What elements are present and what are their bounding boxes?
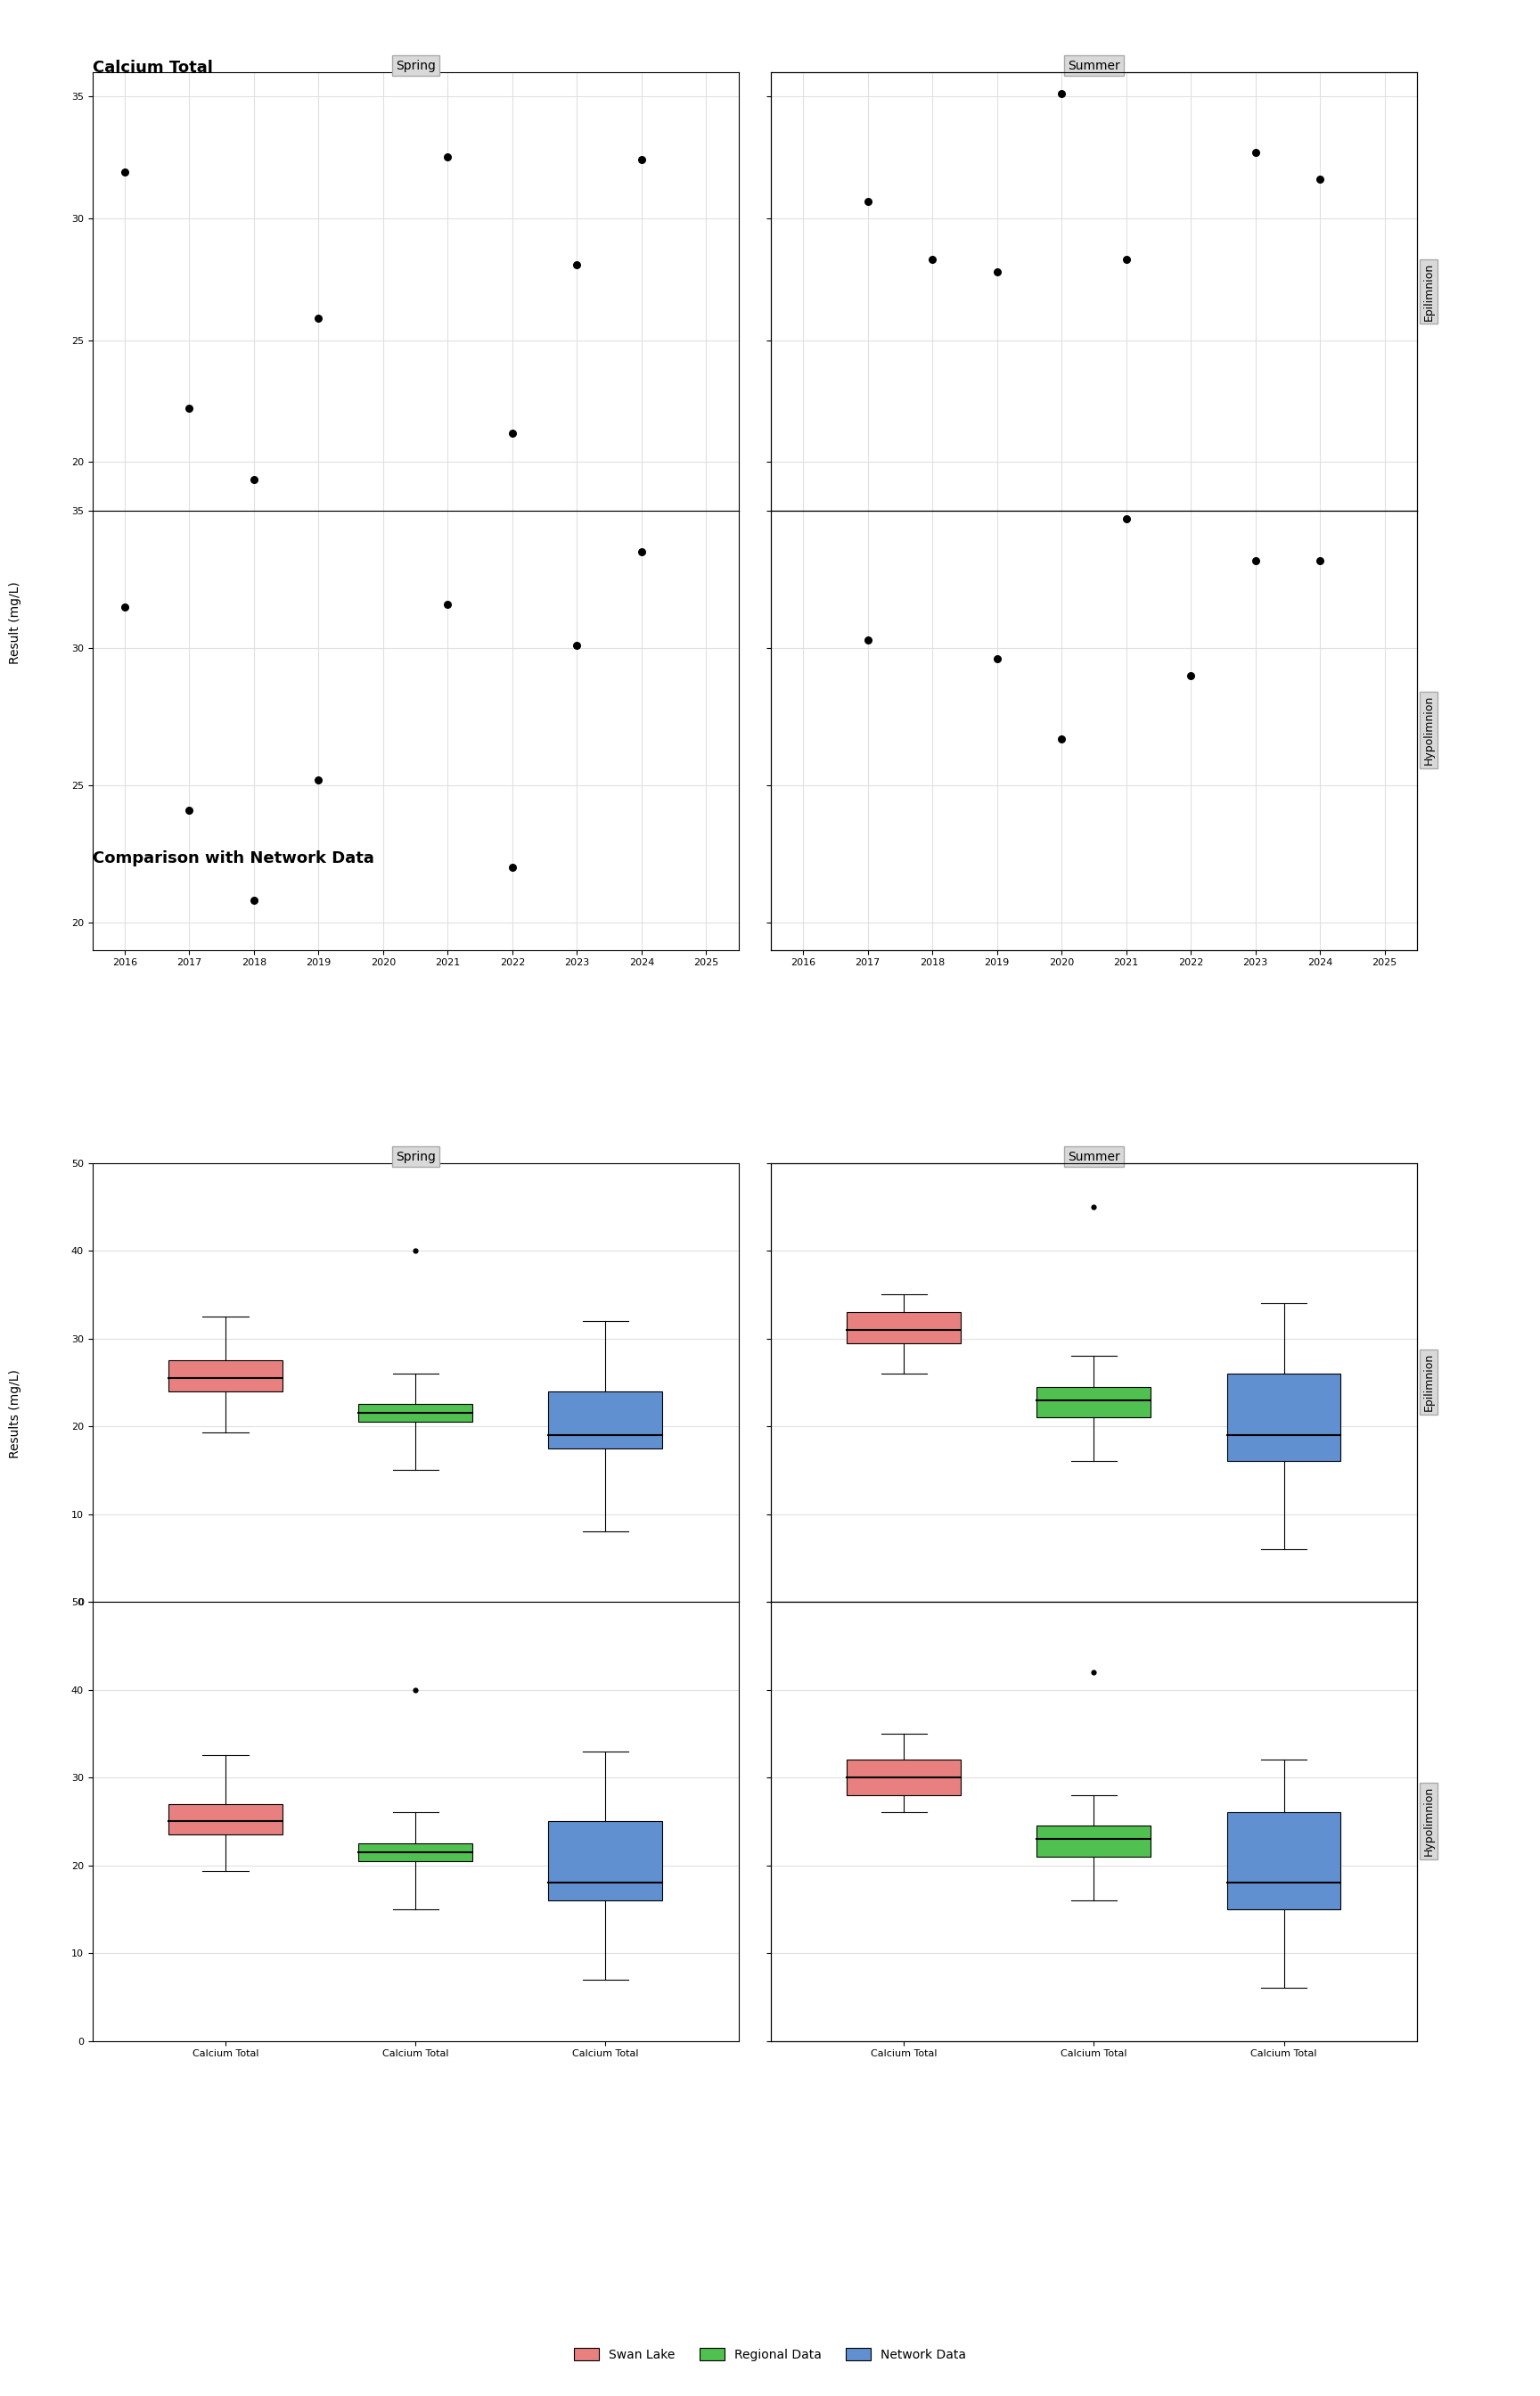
Bar — [548, 1821, 662, 1900]
Title: Summer: Summer — [1067, 1150, 1120, 1162]
Y-axis label: Hypolimnion: Hypolimnion — [1423, 1787, 1435, 1857]
Bar — [847, 1313, 961, 1342]
Point — [403, 1232, 428, 1270]
Point — [630, 141, 654, 180]
Text: Calcium Total: Calcium Total — [92, 60, 213, 77]
Title: Spring: Spring — [396, 60, 436, 72]
Point — [501, 848, 525, 887]
Point — [1243, 541, 1267, 580]
Point — [1307, 541, 1332, 580]
Point — [501, 415, 525, 453]
Point — [855, 621, 879, 659]
Bar — [1036, 1387, 1150, 1418]
Text: Comparison with Network Data: Comparison with Network Data — [92, 851, 374, 867]
Point — [984, 252, 1009, 290]
Point — [112, 587, 137, 625]
Title: Summer: Summer — [1067, 60, 1120, 72]
Point — [306, 760, 331, 798]
Point — [1049, 74, 1073, 113]
Text: Results (mg/L): Results (mg/L) — [9, 1368, 22, 1459]
Bar — [1227, 1811, 1341, 1910]
Y-axis label: Epilimnion: Epilimnion — [1423, 261, 1435, 321]
Point — [630, 532, 654, 570]
Bar — [168, 1804, 282, 1835]
Bar — [1036, 1826, 1150, 1857]
Legend: Swan Lake, Regional Data, Network Data: Swan Lake, Regional Data, Network Data — [568, 2343, 972, 2365]
Bar — [548, 1392, 662, 1447]
Point — [1178, 657, 1203, 695]
Point — [1113, 501, 1138, 539]
Point — [984, 640, 1009, 678]
Text: Result (mg/L): Result (mg/L) — [9, 582, 22, 664]
Point — [855, 182, 879, 220]
Point — [1243, 134, 1267, 173]
Point — [565, 625, 590, 664]
Point — [436, 139, 460, 177]
Bar — [168, 1361, 282, 1392]
Point — [436, 585, 460, 623]
Point — [1081, 1188, 1106, 1227]
Bar — [847, 1761, 961, 1795]
Y-axis label: Hypolimnion: Hypolimnion — [1423, 695, 1435, 764]
Point — [1307, 161, 1332, 199]
Point — [242, 882, 266, 920]
Point — [403, 1670, 428, 1708]
Point — [919, 240, 944, 278]
Point — [1081, 1653, 1106, 1692]
Title: Spring: Spring — [396, 1150, 436, 1162]
Point — [565, 244, 590, 283]
Point — [177, 388, 202, 426]
Y-axis label: Epilimnion: Epilimnion — [1423, 1354, 1435, 1411]
Point — [1049, 719, 1073, 757]
Bar — [1227, 1373, 1341, 1462]
Point — [1113, 240, 1138, 278]
Bar — [359, 1404, 473, 1421]
Point — [306, 300, 331, 338]
Point — [177, 791, 202, 829]
Bar — [359, 1843, 473, 1862]
Point — [242, 460, 266, 498]
Point — [112, 153, 137, 192]
